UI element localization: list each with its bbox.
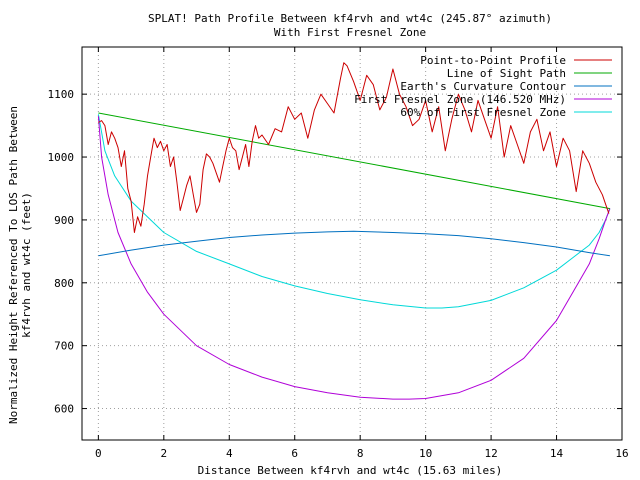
- y-tick-label: 700: [54, 340, 74, 353]
- y-axis-label-line2: kf4rvh and wt4c (feet): [20, 192, 33, 338]
- legend-fresnel60-label: 60% of First Fresnel Zone: [400, 106, 566, 119]
- curvature-line: [98, 230, 610, 257]
- y-tick-label: 800: [54, 277, 74, 290]
- y-tick-label: 600: [54, 403, 74, 416]
- x-tick-label: 14: [550, 447, 564, 460]
- chart-title: SPLAT! Path Profile Between kf4rvh and w…: [148, 12, 552, 25]
- series-group: [97, 62, 611, 400]
- legend-curvature-label: Earth's Curvature Contour: [400, 80, 566, 93]
- y-tick-label: 1100: [48, 88, 75, 101]
- y-axis-label-line1: Normalized Height Referenced To LOS Path…: [7, 106, 20, 424]
- x-tick-label: 12: [484, 447, 497, 460]
- y-tick-label: 1000: [48, 151, 75, 164]
- fresnel-line: [97, 116, 611, 400]
- los-line: [98, 112, 610, 210]
- legend-los-label: Line of Sight Path: [447, 67, 566, 80]
- y-tick-label: 900: [54, 214, 74, 227]
- chart-subtitle: With First Fresnel Zone: [274, 26, 426, 39]
- x-tick-label: 10: [419, 447, 432, 460]
- fresnel60-line: [97, 114, 611, 309]
- legend-profile-label: Point-to-Point Profile: [420, 54, 566, 67]
- x-tick-label: 4: [226, 447, 233, 460]
- x-tick-label: 6: [291, 447, 298, 460]
- grid: [82, 47, 622, 440]
- x-tick-label: 16: [615, 447, 628, 460]
- x-tick-label: 0: [95, 447, 102, 460]
- axes: 0 2 4 6 8 10 12 14 16 600 700 800 900 1000 1100: [48, 47, 629, 460]
- profile-line: [98, 62, 610, 233]
- x-tick-label: 2: [161, 447, 168, 460]
- x-tick-label: 8: [357, 447, 364, 460]
- plot-frame: [81, 46, 623, 441]
- legend-fresnel-label: First Fresnel Zone (146.520 MHz): [354, 93, 566, 106]
- x-axis-label: Distance Between kf4rvh and wt4c (15.63 …: [198, 464, 503, 477]
